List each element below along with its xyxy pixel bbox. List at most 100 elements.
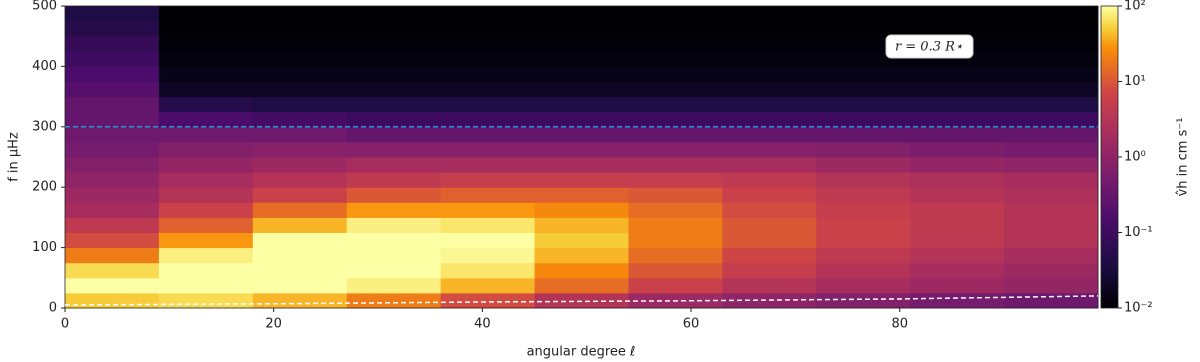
- heat-cell: [1004, 247, 1099, 264]
- heat-cell: [252, 217, 348, 233]
- heat-cell: [65, 126, 160, 143]
- x-tick-label: 40: [474, 317, 491, 332]
- heat-cell: [346, 262, 442, 279]
- colorbar: [1100, 5, 1119, 309]
- x-tick-label: 20: [265, 317, 282, 332]
- heat-cell: [816, 96, 911, 113]
- heat-cell: [534, 247, 629, 264]
- heat-cell: [534, 277, 629, 294]
- heat-cell: [910, 187, 1005, 203]
- heat-cell: [1004, 51, 1099, 67]
- heat-cell: [65, 36, 160, 52]
- y-axis-label: f in μHz: [7, 132, 22, 182]
- heat-cell: [722, 51, 817, 67]
- heat-cell: [816, 292, 911, 309]
- heat-cell: [65, 277, 160, 294]
- heat-cell: [1004, 141, 1099, 158]
- heat-cell: [816, 247, 911, 264]
- heat-cell: [252, 96, 348, 113]
- heat-cell: [252, 202, 348, 218]
- heat-cell: [816, 66, 911, 82]
- heat-cell: [440, 111, 536, 128]
- heat-cell: [440, 277, 536, 294]
- heat-cell: [534, 96, 629, 113]
- colorbar-tick-label: 10²: [1124, 0, 1146, 14]
- heat-cell: [816, 126, 911, 143]
- heat-cell: [346, 202, 442, 218]
- heat-cell: [440, 51, 536, 67]
- heat-cell: [346, 36, 442, 52]
- heat-cell: [440, 141, 536, 158]
- heat-cell: [816, 81, 911, 98]
- heat-cell: [1004, 232, 1099, 249]
- heat-cell: [65, 141, 160, 158]
- heat-cell: [534, 141, 629, 158]
- y-tick-label: 400: [32, 59, 57, 74]
- heat-cell: [252, 66, 348, 82]
- heat-cell: [534, 157, 629, 173]
- heat-cell: [628, 96, 723, 113]
- heat-cell: [628, 262, 723, 279]
- heat-cell: [346, 126, 442, 143]
- heat-cell: [1004, 126, 1099, 143]
- annotation-box: [885, 34, 974, 59]
- heat-cell: [440, 217, 536, 233]
- heat-cell: [910, 232, 1005, 249]
- heat-cell: [722, 202, 817, 218]
- x-tick-label: 80: [891, 317, 908, 332]
- heat-cell: [440, 81, 536, 98]
- heat-cell: [910, 247, 1005, 264]
- heat-cell: [65, 172, 160, 188]
- heat-cell: [1004, 157, 1099, 173]
- heat-cell: [722, 247, 817, 264]
- heat-cell: [1004, 187, 1099, 203]
- heat-cell: [158, 141, 254, 158]
- heat-cell: [158, 202, 254, 218]
- heat-cell: [252, 172, 348, 188]
- heat-cell: [534, 187, 629, 203]
- heat-cell: [628, 21, 723, 37]
- heat-cell: [628, 157, 723, 173]
- colorbar-tick-label: 10⁰: [1124, 150, 1146, 165]
- heat-cell: [158, 66, 254, 82]
- heat-cell: [722, 36, 817, 52]
- heat-cell: [252, 247, 348, 264]
- heat-cell: [252, 51, 348, 67]
- heat-cell: [252, 81, 348, 98]
- heat-cell: [1004, 217, 1099, 233]
- y-tick-label: 100: [32, 240, 57, 255]
- y-tick-label: 500: [32, 0, 57, 14]
- heat-cell: [722, 126, 817, 143]
- heat-cell: [1004, 292, 1099, 309]
- heat-cell: [910, 21, 1005, 37]
- heat-cell: [346, 141, 442, 158]
- heat-cell: [158, 51, 254, 67]
- heat-cell: [440, 96, 536, 113]
- heat-cell: [65, 51, 160, 67]
- heat-cell: [252, 141, 348, 158]
- heat-cell: [722, 81, 817, 98]
- heat-cell: [65, 81, 160, 98]
- heat-cell: [816, 262, 911, 279]
- heat-cell: [65, 96, 160, 113]
- heat-cell: [440, 292, 536, 309]
- heat-cell: [628, 277, 723, 294]
- heat-cell: [65, 66, 160, 82]
- heat-cell: [816, 217, 911, 233]
- heat-cell: [722, 277, 817, 294]
- heat-cell: [158, 6, 254, 22]
- colorbar-label: v̂h in cm s⁻¹: [1176, 118, 1191, 197]
- heat-cell: [65, 262, 160, 279]
- heat-cell: [722, 217, 817, 233]
- heat-cell: [910, 202, 1005, 218]
- heat-cell: [252, 126, 348, 143]
- heat-cell: [158, 36, 254, 52]
- heat-cell: [816, 111, 911, 128]
- heat-cell: [346, 66, 442, 82]
- heat-cell: [158, 126, 254, 143]
- heat-cell: [910, 6, 1005, 22]
- heat-cell: [252, 157, 348, 173]
- heat-cell: [628, 141, 723, 158]
- x-tick-label: 60: [683, 317, 700, 332]
